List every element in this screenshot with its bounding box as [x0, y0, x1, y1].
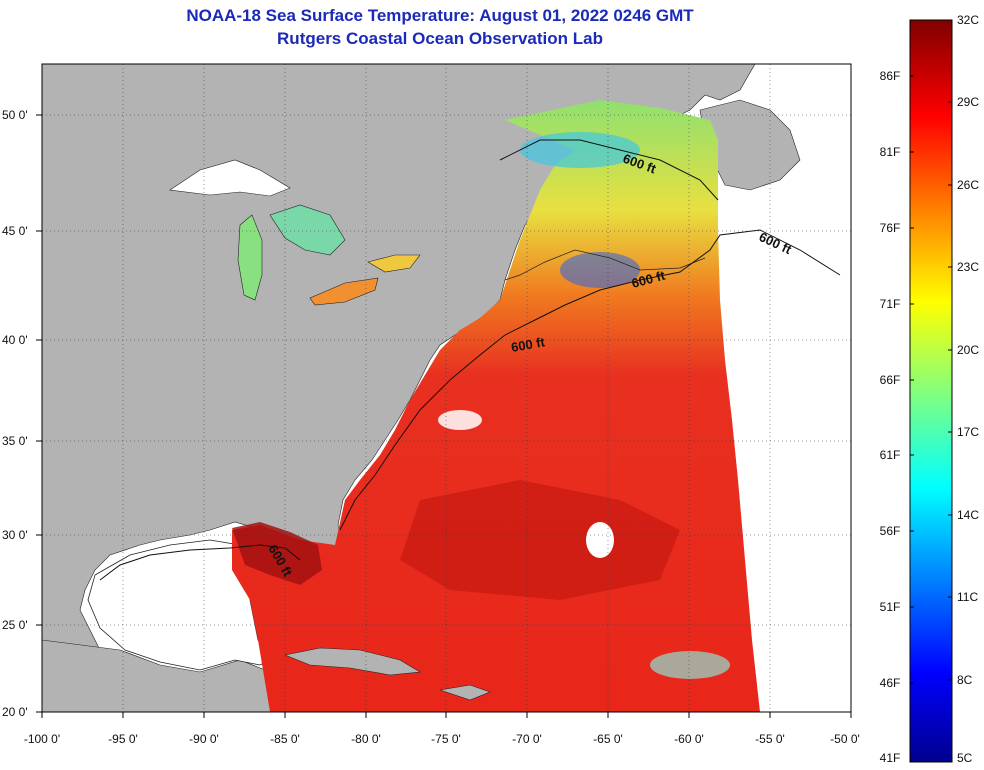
- lat-label: 40 0': [2, 333, 28, 347]
- sst-hot-patch: [232, 522, 322, 585]
- colorbar-ticks: [910, 75, 952, 684]
- island-cuba: [283, 647, 421, 676]
- colorbar-fahrenheit-label: 76F: [879, 221, 901, 235]
- colorbar-celsius-label: 17C: [957, 425, 980, 439]
- cloud-patch: [438, 410, 482, 430]
- colorbar-fahrenheit-label: 61F: [879, 448, 901, 462]
- lon-label: -95 0': [108, 732, 138, 746]
- lake-erie: [309, 277, 379, 306]
- island-hispaniola: [439, 684, 491, 701]
- lat-label: 45 0': [2, 224, 28, 238]
- contour-600ft: [499, 139, 719, 201]
- lat-label: 20 0': [2, 705, 28, 719]
- sst-warm-core: [400, 480, 680, 600]
- colorbar-fahrenheit-label: 86F: [879, 69, 901, 83]
- lat-label: 30 0': [2, 528, 28, 542]
- lon-label: -85 0': [270, 732, 300, 746]
- colorbar-fahrenheit-label: 81F: [879, 145, 901, 159]
- lon-label: -60 0': [674, 732, 704, 746]
- lon-label: -70 0': [512, 732, 542, 746]
- contour-600ft: [339, 229, 841, 531]
- colorbar-celsius-label: 14C: [957, 508, 980, 522]
- colorbar-celsius-label: 23C: [957, 260, 980, 274]
- contour-label: 600 ft: [510, 334, 547, 355]
- colorbar-celsius-label: 32C: [957, 13, 980, 27]
- lat-label: 50 0': [2, 108, 28, 122]
- chart-subtitle: Rutgers Coastal Ocean Observation Lab: [277, 29, 603, 48]
- colorbar-celsius-label: 5C: [957, 751, 973, 765]
- coastline: [504, 249, 706, 281]
- lon-label: -100 0': [23, 732, 61, 746]
- lake-huron: [269, 204, 346, 256]
- lon-label: -90 0': [189, 732, 219, 746]
- lon-label: -65 0': [593, 732, 623, 746]
- colorbar-celsius-label: 11C: [957, 590, 979, 604]
- colorbar-fahrenheit-label: 41F: [879, 751, 901, 765]
- lon-label: -55 0': [755, 732, 785, 746]
- lake-michigan: [237, 214, 263, 301]
- cold-water-patch: [520, 132, 640, 168]
- colorbar-fahrenheit-label: 46F: [879, 676, 901, 690]
- cloud-patch: [650, 651, 730, 679]
- chart-title: NOAA-18 Sea Surface Temperature: August …: [186, 6, 694, 25]
- lake-superior: [169, 159, 291, 197]
- axis-ticks: [36, 114, 852, 718]
- colorbar-celsius-label: 26C: [957, 178, 980, 192]
- cold-water-patch: [560, 252, 640, 288]
- colorbar: [909, 19, 953, 763]
- colorbar-celsius-label: 29C: [957, 95, 980, 109]
- cloud-patch: [586, 522, 614, 558]
- lake-ontario: [367, 254, 421, 273]
- lon-label: -50 0': [830, 732, 860, 746]
- colorbar-fahrenheit-label: 71F: [879, 297, 901, 311]
- lat-label: 35 0': [2, 434, 28, 448]
- lon-label: -80 0': [351, 732, 381, 746]
- colorbar-celsius-label: 20C: [957, 343, 980, 357]
- contour-600ft: [99, 544, 301, 581]
- lon-label: -75 0': [431, 732, 461, 746]
- colorbar-fahrenheit-label: 56F: [879, 524, 901, 538]
- graticule: [42, 64, 851, 712]
- lat-label: 25 0': [2, 618, 28, 632]
- colorbar-celsius-label: 8C: [957, 673, 973, 687]
- colorbar-fahrenheit-label: 66F: [879, 373, 901, 387]
- colorbar-fahrenheit-label: 51F: [879, 600, 901, 614]
